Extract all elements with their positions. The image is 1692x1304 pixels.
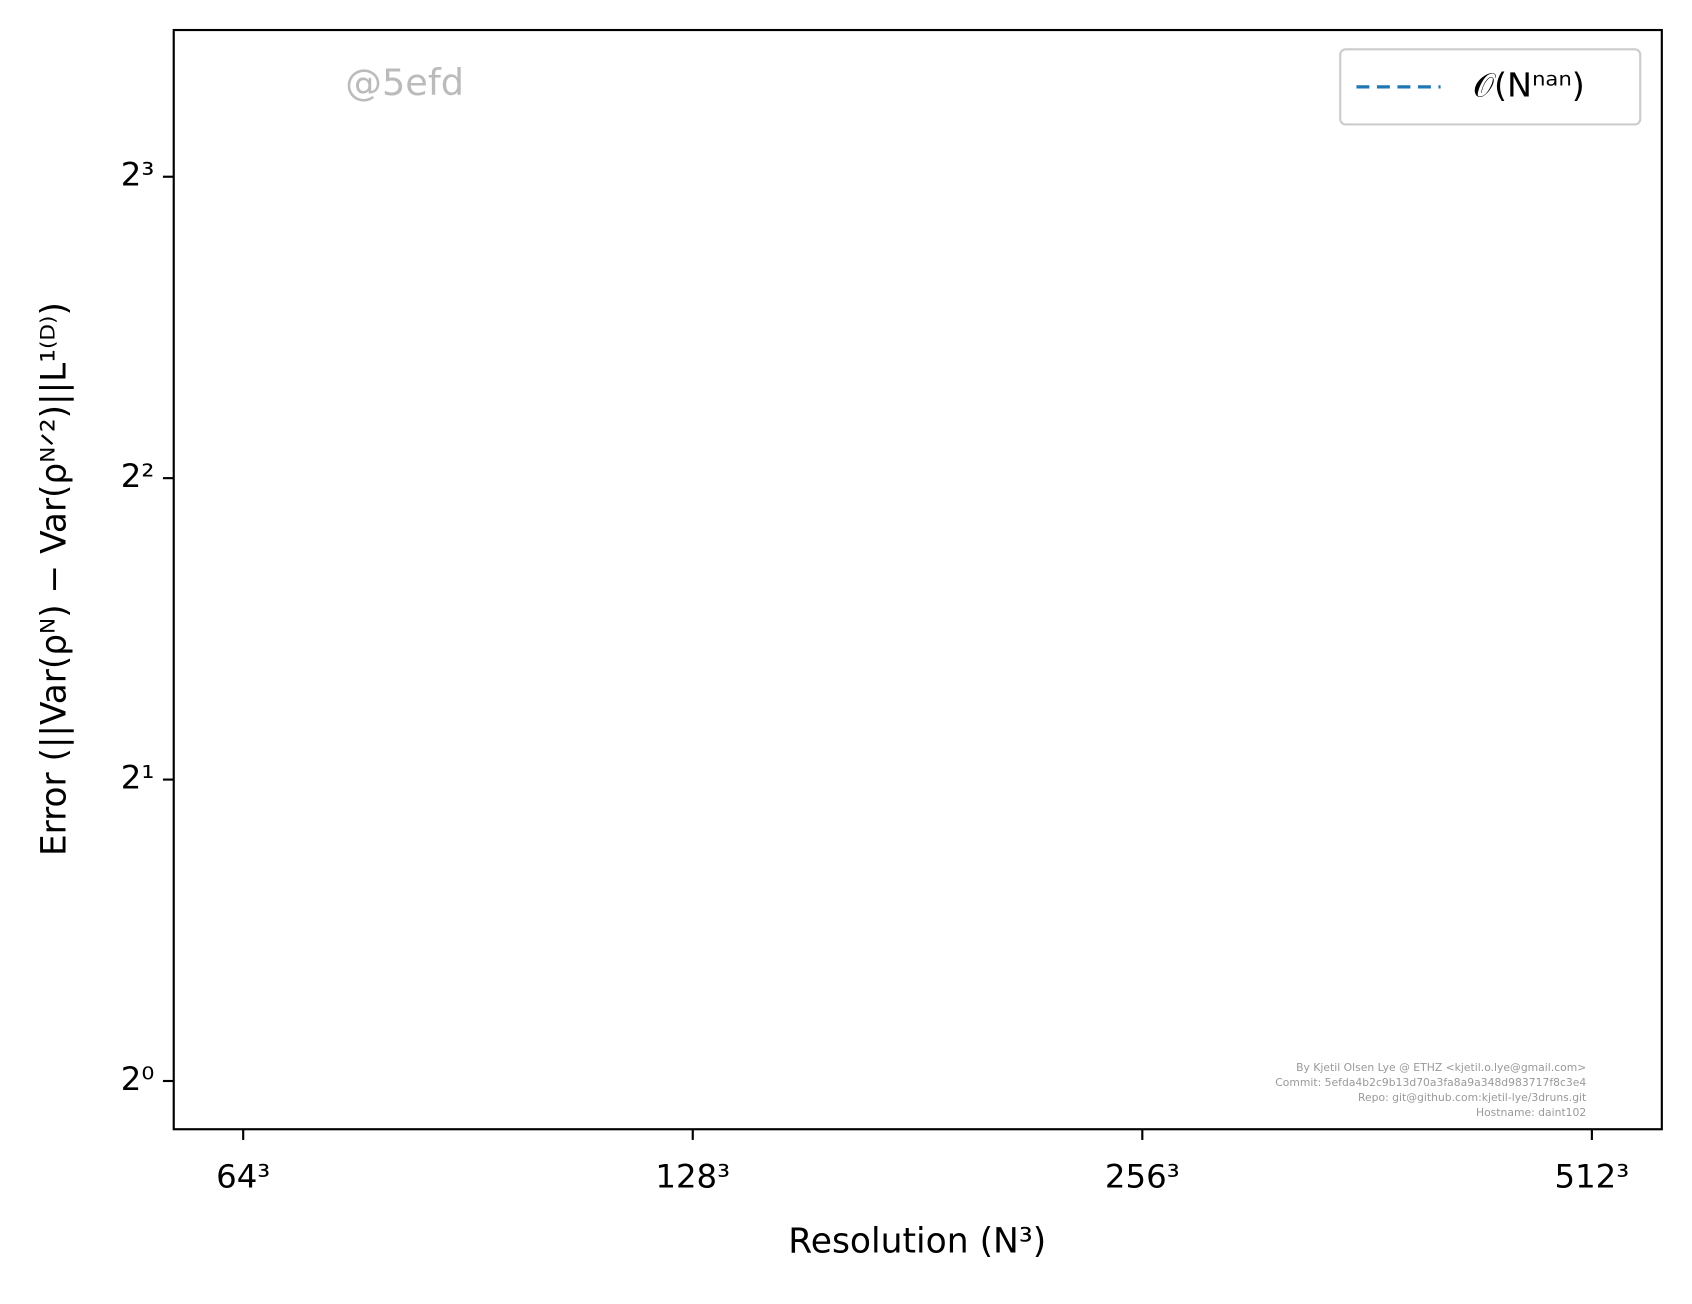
legend-box xyxy=(1339,48,1642,126)
x-tick-label: 256³ xyxy=(1105,1158,1180,1196)
y-tick-label: 2³ xyxy=(121,156,155,194)
footer-note: Hostname: daint102 xyxy=(1476,1106,1586,1119)
x-tick-label: 512³ xyxy=(1554,1158,1629,1196)
x-tick-label: 128³ xyxy=(655,1158,730,1196)
legend-label: 𝒪(Nⁿᵃⁿ) xyxy=(1473,65,1585,104)
x-tick-label: 64³ xyxy=(216,1158,270,1196)
y-tick-label: 2⁰ xyxy=(121,1060,155,1098)
y-axis-label: Error (||Var(ρᴺ) − Var(ρᴺᐟ²)||L¹⁽ᴰ⁾) xyxy=(35,302,75,856)
watermark: @5efd xyxy=(345,61,464,104)
footer-note: Repo: git@github.com:kjetil-lye/3druns.g… xyxy=(1358,1091,1586,1104)
footer-note: Commit: 5efda4b2c9b13d70a3fa8a9a348d9837… xyxy=(1275,1076,1586,1089)
plot-root: @5efd Resolution (N³) Error (||Var(ρᴺ) −… xyxy=(35,28,1663,1261)
y-tick-label: 2² xyxy=(121,457,155,495)
axes-frame xyxy=(172,28,1663,1131)
footer-note: By Kjetil Olsen Lye @ ETHZ <kjetil.o.lye… xyxy=(1296,1061,1586,1074)
y-tick-label: 2¹ xyxy=(121,759,155,797)
x-axis-label: Resolution (N³) xyxy=(788,1221,1046,1261)
